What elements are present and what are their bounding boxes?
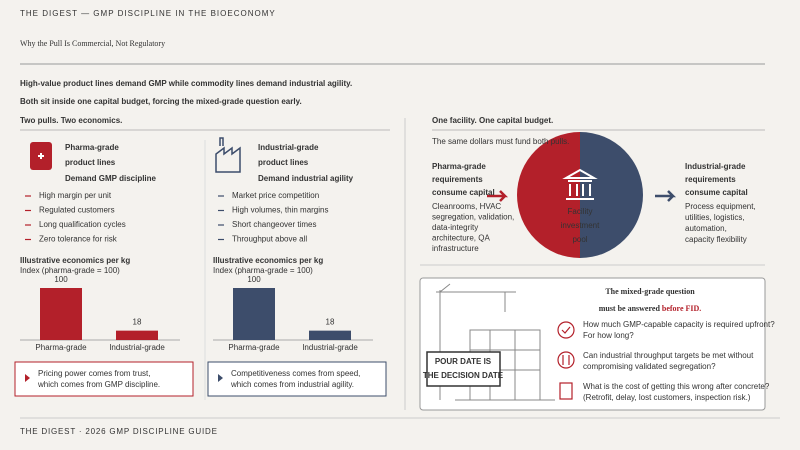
flow-title: Pharma-grade	[432, 162, 486, 171]
question-item: What is the cost of getting this wrong a…	[583, 382, 770, 391]
bar	[116, 330, 158, 340]
chart-subtitle: Index (pharma-grade = 100)	[213, 266, 313, 275]
section-heading: One facility. One capital budget.	[432, 116, 553, 125]
flow-item: infrastructure	[432, 244, 479, 253]
flow-title: requirements	[685, 175, 736, 184]
pool-left	[517, 132, 580, 258]
flow-item: architecture, QA	[432, 234, 490, 243]
subtitle: Both sit inside one capital budget, forc…	[20, 97, 302, 106]
sign-text: THE DECISION DATE	[423, 371, 504, 380]
question-item: Can industrial throughput targets be met…	[583, 351, 754, 360]
bullet: Regulated customers	[39, 206, 115, 215]
chart-title: Illustrative economics per kg	[213, 256, 323, 265]
flow-title: consume capital	[685, 188, 748, 197]
question-item: How much GMP-capable capacity is require…	[583, 320, 775, 329]
intro: The same dollars must fund both pulls.	[432, 137, 569, 146]
flow-title: consume capital	[432, 188, 495, 197]
flow-title: requirements	[432, 175, 483, 184]
question-box	[419, 277, 766, 411]
flow-item: utilities, logistics,	[685, 213, 745, 222]
question-heading: The mixed-grade question	[605, 287, 695, 296]
note-arrow	[218, 374, 223, 382]
flow-title: Industrial-grade	[685, 162, 746, 171]
bar	[309, 330, 351, 340]
category-label: Industrial-grade	[302, 343, 358, 352]
question-item: compromising validated segregation?	[583, 362, 716, 371]
pool-right	[580, 132, 643, 258]
flow-item: Cleanrooms, HVAC	[432, 202, 501, 211]
kicker: THE DIGEST — GMP DISCIPLINE IN THE BIOEC…	[20, 9, 276, 18]
panel-demand: Demand industrial agility	[258, 174, 354, 183]
question-item: (Retrofit, delay, lost customers, inspec…	[583, 393, 751, 402]
chart-subtitle: Index (pharma-grade = 100)	[20, 266, 120, 275]
section-heading: Two pulls. Two economics.	[20, 116, 122, 125]
note-box	[207, 361, 387, 397]
flow-item: capacity flexibility	[685, 235, 747, 244]
bar-value: 18	[326, 318, 335, 327]
bullet: Throughput above all	[232, 235, 307, 244]
bullet: Zero tolerance for risk	[39, 235, 118, 244]
bar	[40, 288, 82, 340]
category-label: Pharma-grade	[228, 343, 280, 352]
bullet: High margin per unit	[39, 191, 112, 200]
chart-title: Illustrative economics per kg	[20, 256, 130, 265]
panel-title: product lines	[258, 158, 309, 167]
note-box	[14, 361, 194, 397]
bar	[233, 288, 275, 340]
category-label: Industrial-grade	[109, 343, 165, 352]
question-icons	[557, 321, 575, 400]
panel-demand: Demand GMP discipline	[65, 174, 157, 183]
pool-label: Facility	[568, 207, 593, 216]
bar-value: 18	[133, 318, 142, 327]
question-emphasis: before FID.	[662, 304, 701, 313]
footer: THE DIGEST · 2026 GMP DISCIPLINE GUIDE	[20, 427, 218, 436]
subtitle: High-value product lines demand GMP whil…	[20, 79, 352, 88]
pool-label: pool	[572, 235, 587, 244]
bullet: Market price competition	[232, 191, 319, 200]
note-arrow	[25, 374, 30, 382]
question-item: For how long?	[583, 331, 634, 340]
flow-item: segregation, validation,	[432, 213, 514, 222]
category-label: Pharma-grade	[35, 343, 87, 352]
note: which comes from industrial agility.	[230, 380, 354, 389]
bank-icon	[562, 168, 598, 200]
sign-text: POUR DATE IS	[435, 357, 492, 366]
pharma-icon-cross	[38, 153, 44, 159]
question-heading: must be answered before FID.	[599, 304, 702, 313]
factory-icon	[215, 137, 241, 173]
panel-title: product lines	[65, 158, 116, 167]
title: Why the Pull Is Commercial, Not Regulato…	[20, 39, 165, 48]
panel-title: Industrial-grade	[258, 143, 319, 152]
flow-item: Process equipment,	[685, 202, 756, 211]
arrow	[655, 190, 677, 202]
bullet: High volumes, thin margins	[232, 206, 328, 215]
bar-value: 100	[247, 275, 261, 284]
bullet: Long qualification cycles	[39, 220, 126, 229]
bar-value: 100	[54, 275, 68, 284]
note: Competitiveness comes from speed,	[231, 369, 360, 378]
flow-item: data-integrity	[432, 223, 478, 232]
panel-title: Pharma-grade	[65, 143, 119, 152]
bullet: Short changeover times	[232, 220, 317, 229]
note: which comes from GMP discipline.	[37, 380, 160, 389]
pool-label: investment	[561, 221, 600, 230]
sign	[426, 351, 501, 387]
question-heading-part: must be answered	[599, 304, 661, 313]
arrow	[487, 190, 509, 202]
flow-item: automation,	[685, 224, 727, 233]
note: Pricing power comes from trust,	[38, 369, 150, 378]
